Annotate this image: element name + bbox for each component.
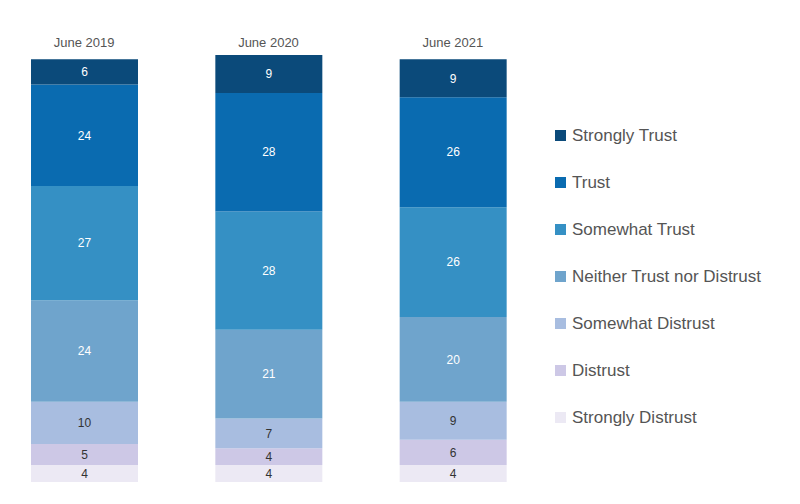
html-text:Strongly Trust: Strongly Trust <box>572 125 677 145</box>
svg-text:June 2020: June 2020 <box>238 35 299 50</box>
svg-text:20: 20 <box>446 353 460 367</box>
html-text:Trust: Trust <box>572 172 611 192</box>
svg-text:9: 9 <box>265 67 272 81</box>
svg-text:28: 28 <box>262 145 276 159</box>
svg-text:24: 24 <box>78 129 92 143</box>
svg-text:27: 27 <box>78 236 92 250</box>
html-text:Distrust: Distrust <box>572 360 630 380</box>
svg-text:4: 4 <box>450 467 457 481</box>
svg-text:6: 6 <box>81 65 88 79</box>
svg-text:10: 10 <box>78 416 92 430</box>
svg-text:7: 7 <box>265 427 272 441</box>
svg-text:24: 24 <box>78 344 92 358</box>
svg-text:26: 26 <box>446 255 460 269</box>
html-text:Strongly Distrust: Strongly Distrust <box>572 407 697 427</box>
svg-text:5: 5 <box>81 448 88 462</box>
svg-text:6: 6 <box>450 446 457 460</box>
svg-text:4: 4 <box>265 467 272 481</box>
html-text:Neither Trust nor Distrust: Neither Trust nor Distrust <box>572 266 761 286</box>
svg-text:June 2019: June 2019 <box>54 35 115 50</box>
html-text:Somewhat Distrust: Somewhat Distrust <box>572 313 715 333</box>
svg-text:9: 9 <box>450 414 457 428</box>
svg-text:4: 4 <box>81 467 88 481</box>
html-text:Somewhat Trust: Somewhat Trust <box>572 219 695 239</box>
svg-text:21: 21 <box>262 367 276 381</box>
svg-text:4: 4 <box>265 450 272 464</box>
svg-text:26: 26 <box>446 145 460 159</box>
svg-text:9: 9 <box>450 72 457 86</box>
svg-text:June 2021: June 2021 <box>422 35 483 50</box>
svg-text:28: 28 <box>262 264 276 278</box>
